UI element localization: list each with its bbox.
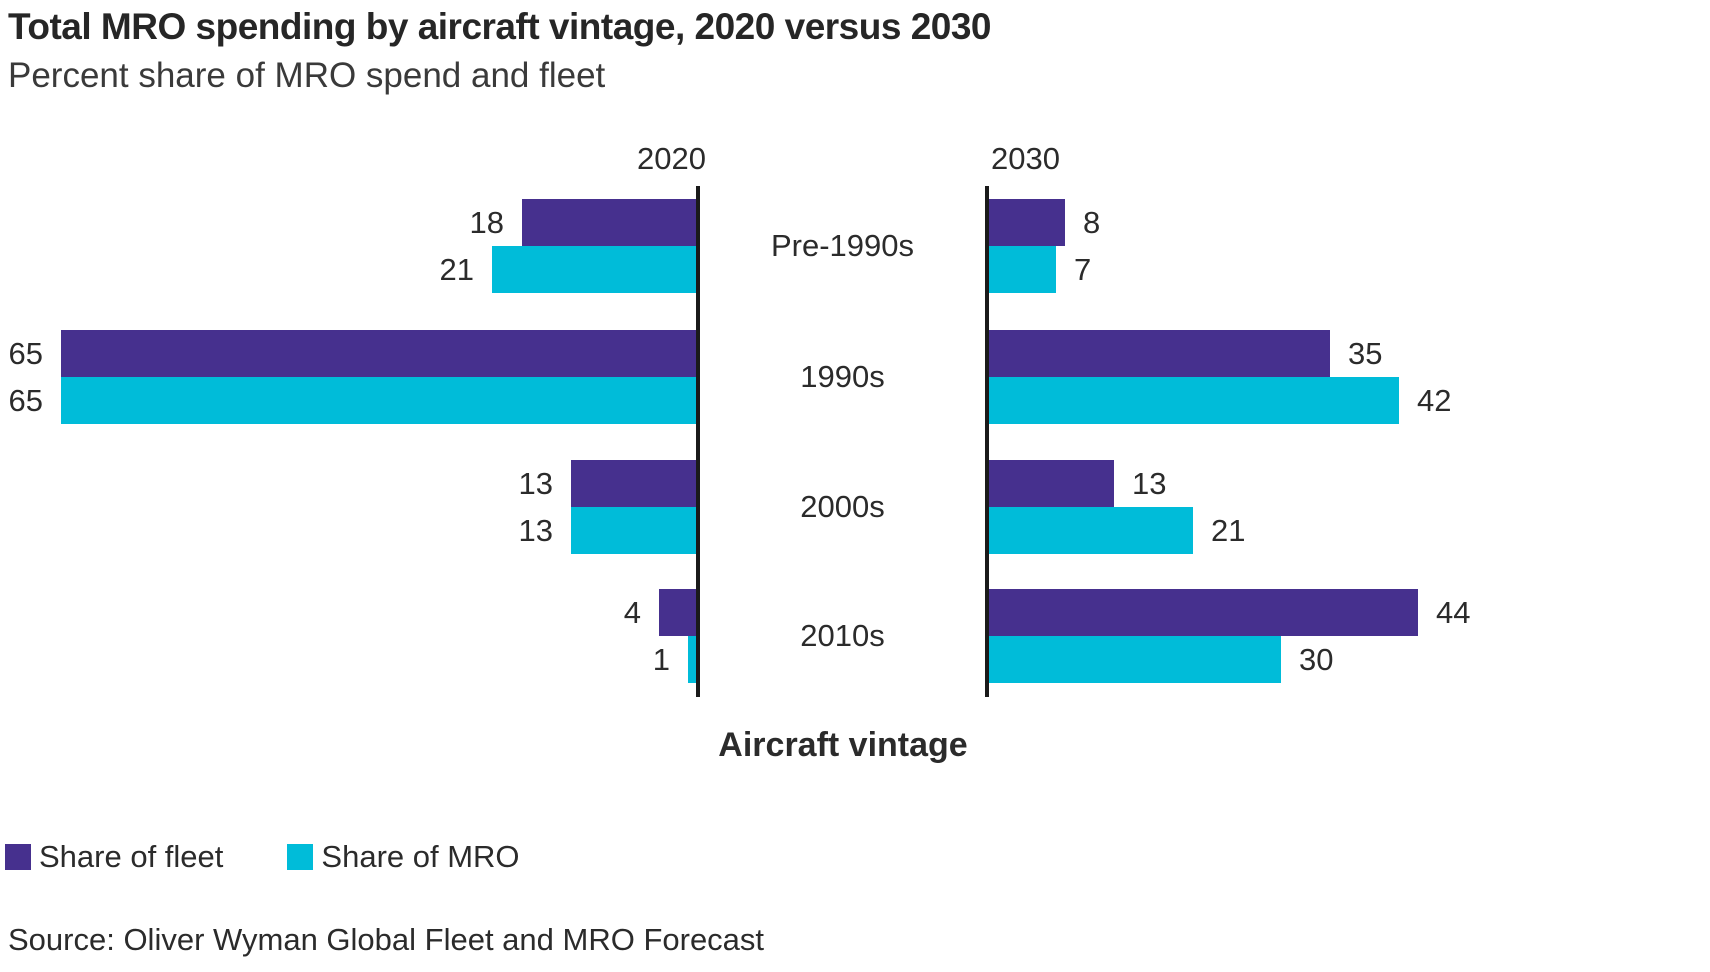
- bar-2020-2000s-fleet: [571, 460, 698, 507]
- legend-label-mro: Share of MRO: [321, 839, 520, 874]
- bar-value-label-2020-Pre-1990s-fleet: 18: [469, 205, 504, 240]
- chart-subtitle: Percent share of MRO spend and fleet: [8, 56, 606, 95]
- bar-value-label-2030-Pre-1990s-fleet: 8: [1083, 205, 1101, 240]
- bar-2030-1990s-mro: [987, 377, 1399, 424]
- center-axis-title: Aircraft vintage: [718, 726, 968, 764]
- axis-2020: [696, 186, 700, 697]
- bar-value-label-2020-2000s-mro: 13: [518, 513, 553, 548]
- bar-value-label-2030-1990s-mro: 42: [1417, 383, 1452, 418]
- legend-label-fleet: Share of fleet: [39, 839, 224, 874]
- source-note: Source: Oliver Wyman Global Fleet and MR…: [8, 922, 765, 957]
- panel-year-label-2020: 2020: [637, 141, 706, 176]
- category-label-2000s: 2000s: [800, 489, 885, 524]
- bar-value-label-2030-Pre-1990s-mro: 7: [1074, 252, 1092, 287]
- legend: Share of fleet Share of MRO: [5, 839, 520, 875]
- bar-value-label-2020-2010s-fleet: 4: [623, 595, 641, 630]
- bar-2020-Pre-1990s-mro: [492, 246, 698, 293]
- panel-year-label-2030: 2030: [991, 141, 1060, 176]
- bar-value-label-2030-2010s-fleet: 44: [1436, 595, 1471, 630]
- bar-2020-1990s-mro: [61, 377, 698, 424]
- bar-2030-Pre-1990s-mro: [987, 246, 1056, 293]
- bar-value-label-2020-Pre-1990s-mro: 21: [439, 252, 474, 287]
- bar-value-label-2030-2010s-mro: 30: [1299, 642, 1334, 677]
- bar-2030-Pre-1990s-fleet: [987, 199, 1065, 246]
- chart-title: Total MRO spending by aircraft vintage, …: [8, 6, 992, 47]
- bar-2030-2000s-fleet: [987, 460, 1114, 507]
- bar-2020-2000s-mro: [571, 507, 698, 554]
- bar-2020-1990s-fleet: [61, 330, 698, 377]
- bar-value-label-2030-2000s-mro: 21: [1211, 513, 1246, 548]
- category-label-Pre-1990s: Pre-1990s: [770, 228, 915, 263]
- bar-2030-2010s-fleet: [987, 589, 1418, 636]
- legend-item-share-of-fleet: Share of fleet: [5, 839, 223, 875]
- bar-2030-2010s-mro: [987, 636, 1281, 683]
- bar-2020-Pre-1990s-fleet: [522, 199, 698, 246]
- bar-value-label-2020-2000s-fleet: 13: [518, 466, 553, 501]
- category-label-2010s: 2010s: [800, 618, 885, 653]
- bar-value-label-2020-1990s-mro: 65: [8, 383, 43, 418]
- bar-value-label-2020-2010s-mro: 1: [652, 642, 670, 677]
- bar-2030-2000s-mro: [987, 507, 1193, 554]
- axis-2030: [985, 186, 989, 697]
- bar-2030-1990s-fleet: [987, 330, 1330, 377]
- bar-value-label-2020-1990s-fleet: 65: [8, 336, 43, 371]
- bar-value-label-2030-1990s-fleet: 35: [1348, 336, 1383, 371]
- bar-value-label-2030-2000s-fleet: 13: [1132, 466, 1167, 501]
- category-label-1990s: 1990s: [800, 359, 885, 394]
- mro-swatch-icon: [287, 844, 314, 870]
- legend-item-share-of-mro: Share of MRO: [287, 839, 520, 875]
- bar-2020-2010s-mro: [688, 636, 698, 683]
- fleet-swatch-icon: [5, 844, 31, 870]
- bar-2020-2010s-fleet: [659, 589, 698, 636]
